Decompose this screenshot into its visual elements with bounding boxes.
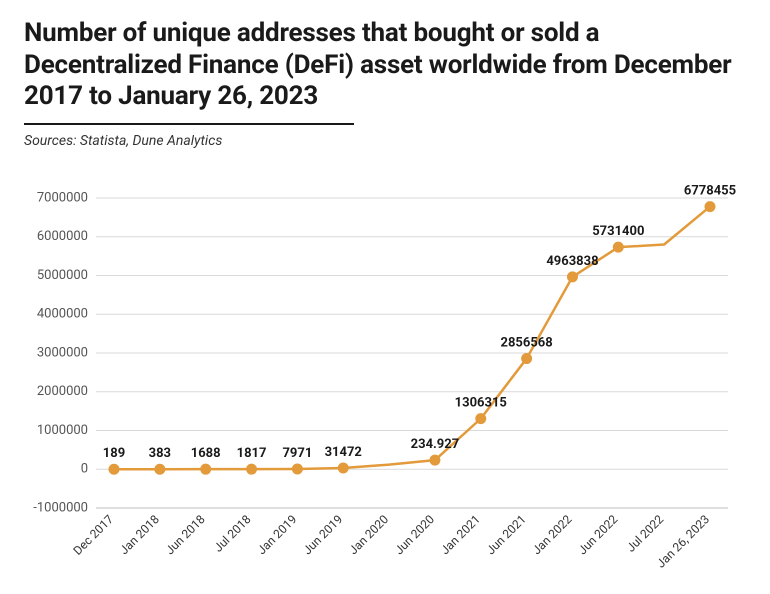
title-underline (24, 123, 354, 125)
y-tick-label: 4000000 (37, 307, 88, 322)
y-tick-label: 0 (81, 462, 88, 477)
y-tick-label: 3000000 (37, 345, 88, 360)
value-label: 4963838 (546, 254, 598, 269)
y-tick-label: 1000000 (37, 423, 88, 438)
data-point (522, 354, 532, 364)
page: Number of unique addresses that bought o… (0, 0, 770, 594)
x-tick-label: Jun 2019 (300, 512, 345, 557)
value-label: 5731400 (592, 224, 644, 239)
value-label: 31472 (325, 445, 362, 460)
value-label: 383 (149, 446, 171, 461)
y-tick-label: 7000000 (37, 190, 88, 205)
chart-title: Number of unique addresses that bought o… (24, 18, 746, 113)
x-tick-label: Jan 2022 (530, 512, 575, 557)
value-label: 6778455 (684, 184, 736, 199)
data-point (705, 202, 715, 212)
x-tick-label: Jun 2020 (392, 512, 437, 557)
data-point (476, 414, 486, 424)
y-tick-label: 5000000 (37, 268, 88, 283)
line-chart: -1000000 0 1000000 2000000 3000000 4000000 500… (24, 180, 746, 584)
chart-area: -1000000 0 1000000 2000000 3000000 4000000 500… (24, 180, 746, 584)
x-tick-label: Jun 2018 (163, 512, 208, 557)
chart-sources: Sources: Statista, Dune Analytics (24, 133, 746, 149)
value-label: 1688 (191, 446, 221, 461)
data-point (201, 464, 211, 474)
x-tick-label: Jan 2018 (117, 512, 162, 557)
x-tick-label: Jul 2022 (624, 512, 667, 555)
data-point (430, 455, 440, 465)
value-label: 1817 (237, 446, 267, 461)
value-label: 7971 (282, 446, 312, 461)
x-tick-label: Jun 2021 (484, 512, 529, 557)
data-point (567, 272, 577, 282)
value-label: 2856568 (501, 336, 553, 351)
x-tick-label: Jul 2018 (211, 512, 254, 555)
x-tick-label: Jan 2020 (346, 512, 391, 557)
x-tick-label: Jan 2021 (438, 512, 483, 557)
data-point (109, 464, 119, 474)
value-label: 189 (103, 446, 125, 461)
data-point (292, 464, 302, 474)
data-point (613, 242, 623, 252)
y-tick-label: 2000000 (37, 384, 88, 399)
x-tick-label: Jan 2019 (254, 512, 299, 557)
data-point (338, 463, 348, 473)
data-point (155, 464, 165, 474)
value-label: 234.927 (411, 437, 460, 452)
value-label: 1306315 (455, 396, 507, 411)
x-tick-label: Jun 2022 (575, 512, 620, 557)
y-tick-label: 6000000 (37, 229, 88, 244)
x-tick-label: Dec 2017 (71, 512, 117, 558)
data-point (247, 464, 257, 474)
y-tick-label: -1000000 (33, 500, 88, 515)
